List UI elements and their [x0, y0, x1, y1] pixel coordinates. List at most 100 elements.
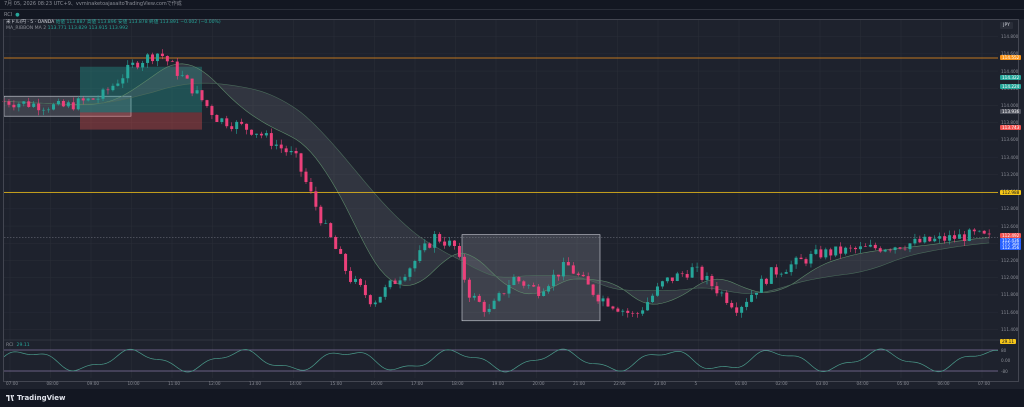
- candle-body: [12, 104, 16, 108]
- candle-body: [953, 235, 957, 239]
- price-chart[interactable]: [0, 0, 1024, 389]
- candle-body: [542, 291, 546, 296]
- candle-body: [720, 292, 724, 294]
- time-tick-label: 18:00: [451, 381, 464, 386]
- candle-body: [576, 273, 580, 275]
- candle-body: [616, 308, 620, 312]
- candle-body: [96, 98, 100, 100]
- candle-body: [200, 90, 204, 101]
- candle-body: [868, 244, 872, 247]
- price-tag: 114.322: [1000, 75, 1022, 81]
- candle-body: [368, 295, 372, 305]
- candle-body: [655, 286, 659, 296]
- candle-body: [824, 249, 828, 258]
- candle-body: [165, 56, 169, 62]
- candle-body: [631, 312, 635, 314]
- candle-body: [591, 284, 595, 295]
- candle-body: [641, 310, 645, 314]
- candle-body: [76, 98, 80, 110]
- candle-body: [438, 234, 442, 242]
- ma-fast-line: [3, 63, 990, 305]
- candle-body: [863, 246, 867, 247]
- candle-body: [205, 100, 209, 107]
- tradingview-logo[interactable]: TradingView: [6, 394, 66, 403]
- candle-body: [453, 240, 457, 246]
- candle-body: [522, 281, 526, 286]
- candle-body: [829, 249, 833, 256]
- candle-body: [834, 246, 838, 256]
- candle-body: [888, 249, 892, 251]
- candle-body: [17, 103, 21, 108]
- rci-label[interactable]: RCI: [6, 343, 14, 348]
- indicator-tab-strip: RCI ●: [0, 9, 1024, 19]
- candle-body: [606, 298, 610, 307]
- price-tick-label: 113.800: [1001, 120, 1019, 126]
- candle-body: [284, 148, 288, 153]
- symbol-title[interactable]: 米ドル/円 · 5 · OANDA: [6, 20, 55, 25]
- time-tick-label: 22:00: [613, 381, 626, 386]
- candle-body: [982, 230, 986, 234]
- candle-body: [893, 247, 897, 251]
- ma-label[interactable]: MA_RIBBON MA 2: [6, 26, 47, 32]
- candle-body: [794, 257, 798, 265]
- candle-body: [611, 306, 615, 309]
- candle-body: [91, 98, 95, 100]
- candle-body: [269, 133, 273, 146]
- time-tick-label: 10:00: [127, 381, 140, 386]
- price-tick-label: 111.800: [1001, 292, 1019, 298]
- price-tag: 112.356: [1000, 244, 1022, 250]
- time-tick-label: 01:00: [735, 381, 748, 386]
- price-tag: 112.988: [1000, 190, 1022, 196]
- ma-slow-line: [3, 82, 990, 294]
- currency-button[interactable]: JPY: [1000, 22, 1013, 29]
- candle-body: [408, 268, 412, 277]
- time-tick-label: 05:00: [897, 381, 910, 386]
- candle-body: [220, 118, 224, 122]
- candle-body: [651, 295, 655, 303]
- time-tick-label: 12:00: [208, 381, 221, 386]
- candle-body: [487, 308, 491, 312]
- rci-value: 29.11: [16, 343, 30, 348]
- candle-body: [259, 133, 263, 136]
- candle-body: [175, 61, 179, 76]
- time-tick-label: 07:00: [6, 381, 19, 386]
- candle-body: [250, 129, 254, 135]
- rci-oscillator: [3, 339, 1016, 373]
- candle-body: [457, 245, 461, 257]
- candlesticks: [2, 49, 991, 318]
- candle-body: [264, 133, 268, 136]
- price-tick-label: 114.000: [1001, 103, 1019, 108]
- rci-tab-label: RCI: [4, 12, 13, 18]
- time-tick-label: 5: [694, 381, 698, 386]
- rci-tick-label: 80: [1001, 347, 1007, 353]
- rci-line: [3, 348, 999, 373]
- candle-body: [126, 64, 130, 79]
- time-tick-label: 11:00: [168, 381, 181, 386]
- candle-body: [849, 247, 853, 249]
- candle-body: [358, 278, 362, 285]
- symbol-ohlc: 始値 113.887 高値 113.896 安値 113.878 終値 113.…: [55, 20, 221, 25]
- candle-body: [898, 247, 902, 249]
- candle-body: [299, 153, 303, 172]
- candle-body: [566, 262, 570, 266]
- candle-body: [779, 273, 783, 275]
- candle-body: [745, 301, 749, 307]
- candle-body: [586, 276, 590, 285]
- stop-loss-zone: [80, 112, 202, 130]
- candle-body: [349, 270, 353, 282]
- rci-tab[interactable]: RCI ●: [4, 11, 20, 19]
- candle-body: [101, 89, 105, 99]
- candle-body: [289, 150, 293, 153]
- candle-body: [42, 109, 46, 111]
- candle-body: [933, 238, 937, 242]
- price-tick-label: 111.400: [1001, 326, 1019, 332]
- candle-body: [967, 229, 971, 241]
- candle-body: [403, 276, 407, 281]
- header-text: 7月 05, 2026 08:23 UTC+9、vvminaketoajasai…: [4, 1, 182, 7]
- candle-body: [334, 237, 338, 249]
- candle-body: [928, 236, 932, 242]
- candle-body: [433, 234, 437, 248]
- candle-body: [329, 223, 333, 238]
- candle-body: [7, 101, 11, 105]
- time-tick-label: 20:00: [532, 381, 545, 386]
